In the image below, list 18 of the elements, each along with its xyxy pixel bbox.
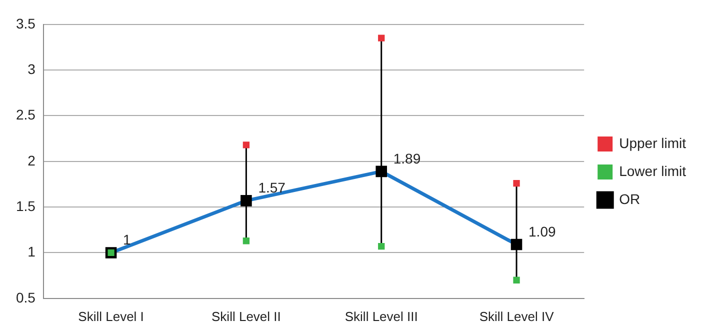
y-tick-label: 2.5 [16, 106, 36, 123]
y-tick-label: 1 [28, 244, 36, 260]
y-tick-label: 3 [28, 60, 36, 77]
legend-label: Upper limit [619, 134, 686, 151]
legend-label: Lower limit [619, 162, 686, 179]
x-tick-label: Skill Level I [78, 308, 144, 324]
data-label: 1.57 [258, 180, 286, 196]
y-tick-label: 3.5 [16, 15, 36, 32]
data-label: 1.89 [393, 150, 421, 166]
x-tick-label: Skill Level II [212, 308, 281, 324]
x-tick-label: Skill Level IV [479, 308, 554, 324]
x-tick-label: Skill Level III [344, 308, 418, 324]
y-tick-label: 0.5 [16, 289, 36, 306]
data-label: 1.09 [528, 223, 556, 240]
data-label: 1 [123, 232, 132, 248]
legend-label: OR [619, 190, 640, 207]
y-tick-label: 2 [28, 152, 36, 168]
y-tick-label: 1.5 [16, 198, 36, 214]
